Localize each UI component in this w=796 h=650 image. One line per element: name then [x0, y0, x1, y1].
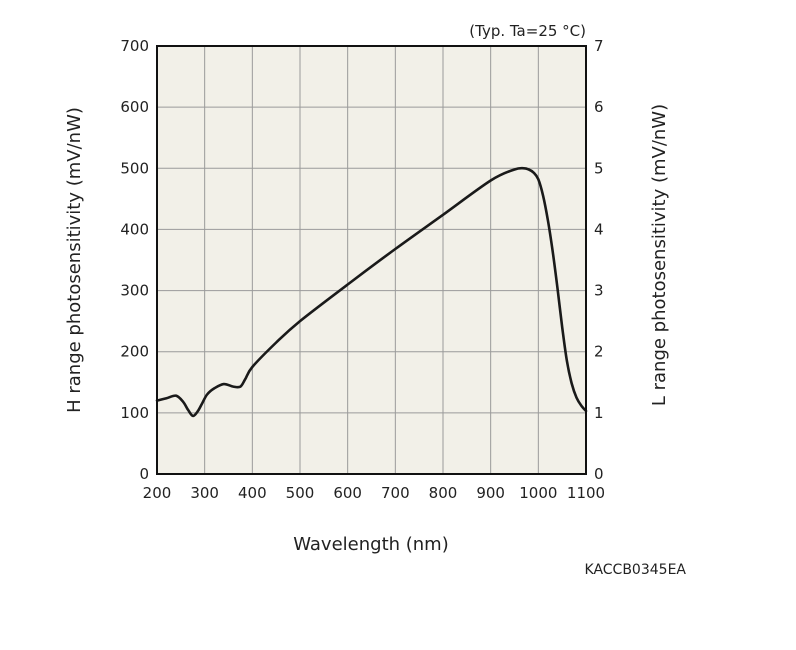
x-axis-label: Wavelength (nm)	[293, 534, 449, 555]
y-right-tick-label: 2	[594, 343, 604, 361]
photosensitivity-curve	[155, 166, 588, 418]
y-right-tick-label: 4	[594, 220, 604, 238]
y-left-tick-labels: 0 100 200 300 400 500 600 700	[120, 37, 149, 483]
y-left-tick-label: 700	[120, 37, 149, 55]
x-tick-label: 700	[381, 484, 410, 502]
y-axis-label-left: H range photosensitivity (mV/nW)	[64, 107, 85, 413]
y-right-tick-label: 6	[594, 98, 604, 116]
x-tick-label: 200	[143, 484, 172, 502]
y-right-tick-label: 5	[594, 159, 604, 177]
conditions-note: (Typ. Ta=25 °C)	[469, 22, 586, 40]
y-left-tick-label: 400	[120, 220, 149, 238]
y-left-tick-label: 200	[120, 343, 149, 361]
x-tick-label: 300	[190, 484, 219, 502]
x-tick-label: 1000	[519, 484, 557, 502]
x-tick-label: 400	[238, 484, 267, 502]
x-tick-label: 900	[476, 484, 505, 502]
figure-code: KACCB0345EA	[585, 562, 687, 578]
y-left-tick-label: 0	[139, 465, 149, 483]
y-left-tick-label: 300	[120, 282, 149, 300]
y-right-tick-labels: 0 1 2 3 4 5 6 7	[594, 37, 604, 483]
y-right-tick-label: 1	[594, 404, 604, 422]
x-tick-labels: 200 300 400 500 600 700 800 900 1000 1100	[143, 484, 605, 502]
y-axis-label-right: L range photosensitivity (mV/nW)	[649, 104, 670, 406]
y-left-tick-label: 500	[120, 159, 149, 177]
y-right-tick-label: 0	[594, 465, 604, 483]
plot-frame	[156, 45, 587, 475]
y-left-tick-label: 100	[120, 404, 149, 422]
y-right-tick-label: 3	[594, 282, 604, 300]
x-tick-label: 500	[286, 484, 315, 502]
x-tick-label: 1100	[567, 484, 605, 502]
x-tick-label: 600	[333, 484, 362, 502]
plot-background	[157, 46, 586, 474]
y-right-tick-label: 7	[594, 37, 604, 55]
x-tick-label: 800	[429, 484, 458, 502]
y-left-tick-label: 600	[120, 98, 149, 116]
